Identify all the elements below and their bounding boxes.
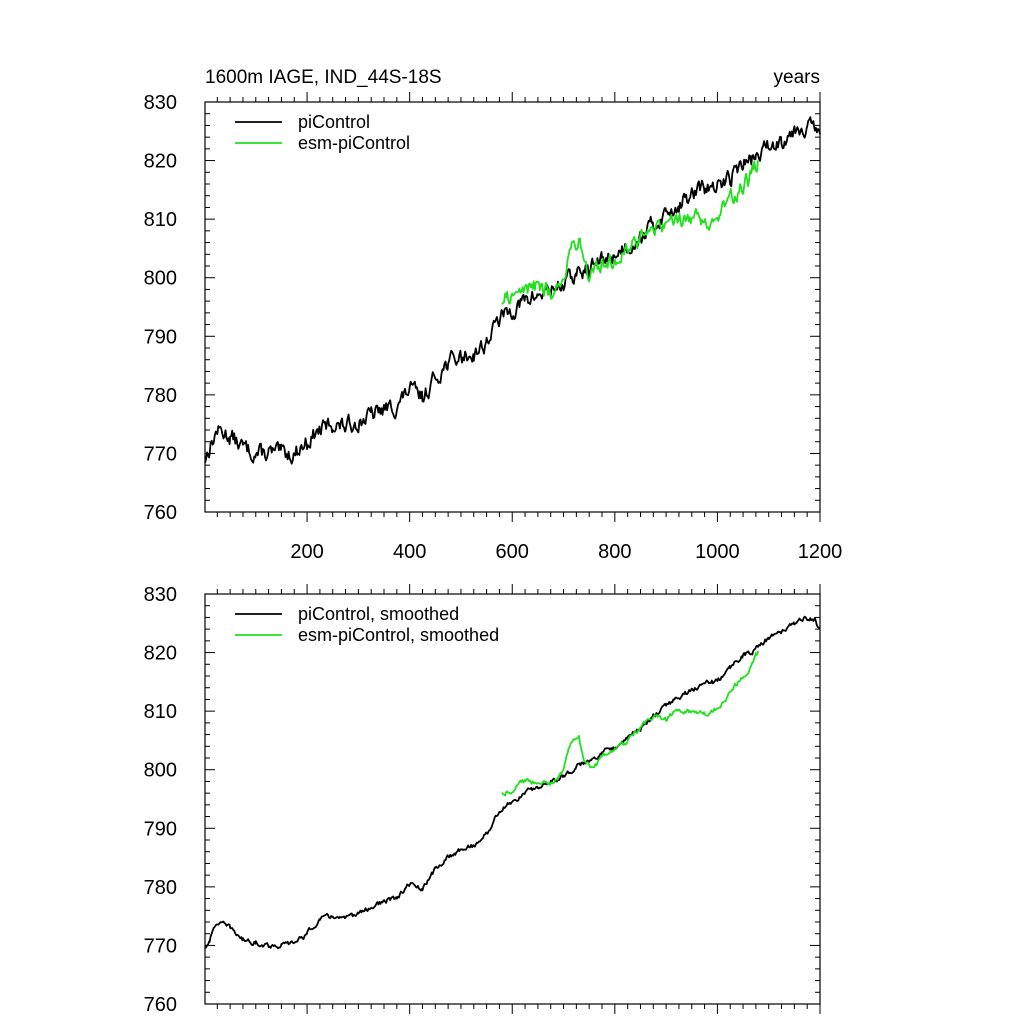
- y-tick-label: 810: [144, 209, 177, 231]
- y-tick-label: 770: [144, 935, 177, 957]
- y-tick-label: 800: [144, 268, 177, 290]
- y-tick-label: 820: [144, 151, 177, 173]
- x-tick-label: 800: [598, 541, 631, 563]
- series-line-esm-piControl: [501, 159, 759, 305]
- y-tick-label: 820: [144, 643, 177, 665]
- x-tick-label: 1200: [798, 541, 843, 563]
- y-tick-label: 830: [144, 584, 177, 606]
- y-tick-label: 760: [144, 994, 177, 1016]
- series-line-esm-piControl: [501, 650, 760, 797]
- x-tick-label: 1000: [695, 541, 740, 563]
- legend-label: piControl, smoothed: [298, 604, 459, 624]
- y-tick-label: 810: [144, 701, 177, 723]
- x-tick-label: 600: [496, 541, 529, 563]
- chart-title-right: years: [774, 67, 820, 88]
- legend-label: esm-piControl: [298, 133, 410, 153]
- bottom-panel: 760 770 780 790 800 810 820 830 piControl, smoot…: [144, 584, 821, 1016]
- legend-label: piControl: [298, 112, 370, 132]
- series-line-piControl: [204, 615, 821, 950]
- legend-label: esm-piControl, smoothed: [298, 625, 499, 645]
- y-tick-label: 780: [144, 877, 177, 899]
- x-tick-label: 400: [393, 541, 426, 563]
- y-tick-label: 790: [144, 326, 177, 348]
- top-panel: 760 770 780 790 800 810 820 830 200 400 600 800 1000…: [144, 67, 843, 563]
- y-tick-label: 830: [144, 92, 177, 114]
- chart-title: 1600m IAGE, IND_44S-18S: [205, 67, 442, 88]
- y-tick-label: 770: [144, 443, 177, 465]
- y-tick-label: 790: [144, 818, 177, 840]
- y-tick-label: 780: [144, 385, 177, 407]
- y-tick-label: 760: [144, 502, 177, 524]
- y-tick-label: 800: [144, 760, 177, 782]
- x-tick-label: 200: [290, 541, 323, 563]
- series-line-piControl: [204, 116, 821, 465]
